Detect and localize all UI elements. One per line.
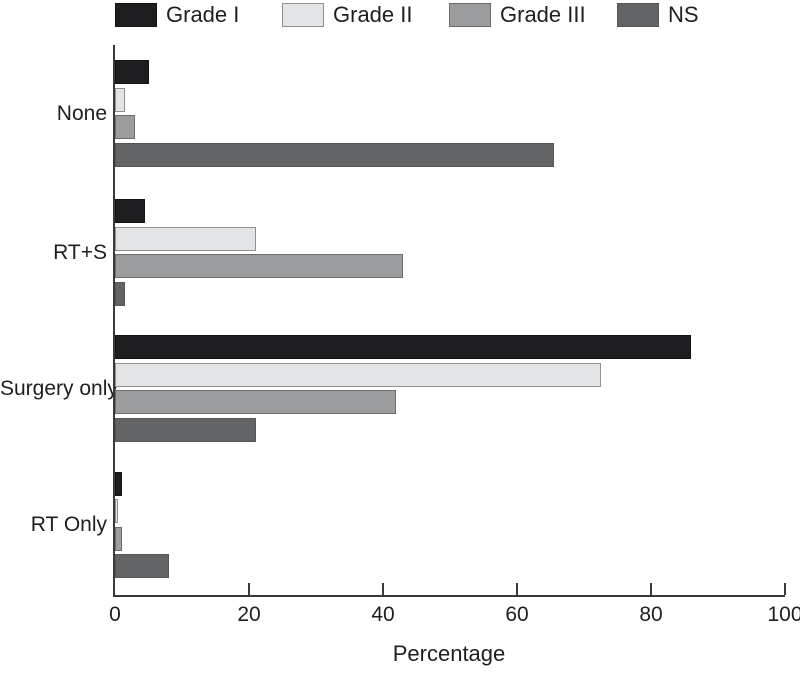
bar-rt-s-grade-iii xyxy=(115,254,404,278)
x-tick-label-0: 0 xyxy=(109,603,121,626)
y-category-label-rt-only: RT Only xyxy=(30,513,107,536)
bar-surgery-only-grade-iii xyxy=(115,390,397,414)
x-tick-mark-100 xyxy=(784,583,786,595)
legend-swatch-ns xyxy=(617,3,659,27)
y-category-label-rt-s: RT+S xyxy=(53,241,107,264)
x-tick-label-100: 100 xyxy=(767,603,800,626)
y-category-label-surgery-only: Surgery only xyxy=(0,377,118,400)
legend-label-ns: NS xyxy=(668,2,699,27)
bar-none-grade-ii xyxy=(115,87,126,112)
bar-surgery-only-grade-ii xyxy=(115,362,601,387)
bar-rt-only-ns xyxy=(115,554,169,578)
y-category-label-none: None xyxy=(56,102,107,125)
legend-item-grade-iii: Grade III xyxy=(449,2,586,28)
x-tick-mark-20 xyxy=(248,583,250,595)
x-tick-mark-80 xyxy=(650,583,652,595)
legend-item-ns: NS xyxy=(617,2,699,28)
legend-label-grade-iii: Grade III xyxy=(500,2,586,27)
bar-rt-only-grade-ii xyxy=(115,499,119,523)
bar-rt-only-grade-iii xyxy=(115,526,122,551)
x-tick-label-20: 20 xyxy=(237,603,261,626)
legend-item-grade-ii: Grade II xyxy=(282,2,412,28)
x-tick-label-40: 40 xyxy=(371,603,395,626)
legend-swatch-grade-iii xyxy=(449,3,491,27)
bar-rt-s-ns xyxy=(115,281,126,306)
x-tick-mark-60 xyxy=(516,583,518,595)
bar-none-grade-iii xyxy=(115,115,136,139)
x-tick-mark-40 xyxy=(382,583,384,595)
bar-surgery-only-grade-i xyxy=(115,335,692,359)
x-axis-title: Percentage xyxy=(392,641,506,666)
legend-item-grade-i: Grade I xyxy=(115,2,239,28)
plot-area xyxy=(113,45,786,597)
legend-label-grade-i: Grade I xyxy=(166,2,240,27)
bar-rt-s-grade-i xyxy=(115,199,146,223)
bar-none-ns xyxy=(115,142,554,167)
x-tick-label-80: 80 xyxy=(639,603,663,626)
bar-rt-s-grade-ii xyxy=(115,226,256,251)
x-tick-label-60: 60 xyxy=(505,603,529,626)
bar-rt-only-grade-i xyxy=(115,471,122,496)
bar-none-grade-i xyxy=(115,60,149,84)
legend-label-grade-ii: Grade II xyxy=(333,2,413,27)
bar-surgery-only-ns xyxy=(115,417,256,442)
legend-swatch-grade-i xyxy=(115,3,157,27)
legend-swatch-grade-ii xyxy=(282,3,324,27)
